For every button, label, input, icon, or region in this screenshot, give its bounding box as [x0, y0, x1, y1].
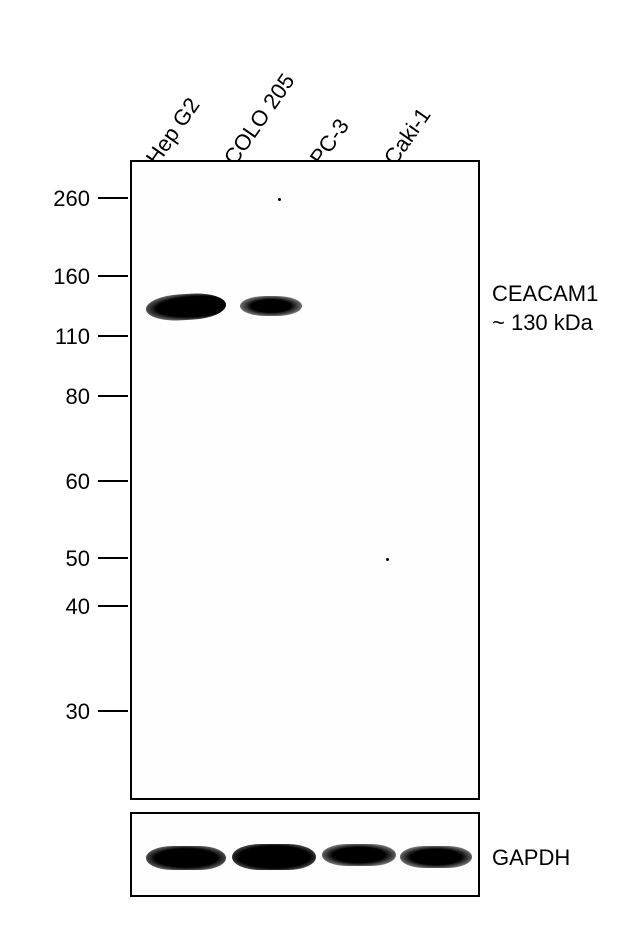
western-blot-figure: Hep G2 COLO 205 PC-3 Caki-1 260 160 110 …	[0, 0, 635, 946]
mw-marker-label: 110	[30, 324, 90, 350]
target-protein-label: CEACAM1 ~ 130 kDa	[492, 280, 598, 337]
mw-marker-label: 50	[30, 546, 90, 572]
gapdh-band	[322, 844, 396, 866]
mw-marker-tick	[98, 395, 128, 397]
gapdh-band	[400, 846, 472, 868]
mw-marker-tick	[98, 197, 128, 199]
mw-marker-tick	[98, 480, 128, 482]
speck	[278, 198, 281, 201]
lane-label: Hep G2	[141, 93, 206, 170]
loading-control-label: GAPDH	[492, 844, 570, 873]
lane-label: COLO 205	[219, 69, 301, 170]
mw-marker-label: 80	[30, 384, 90, 410]
gapdh-band	[232, 844, 316, 870]
mw-marker-tick	[98, 605, 128, 607]
mw-marker-label: 60	[30, 469, 90, 495]
speck	[386, 558, 389, 561]
mw-marker-tick	[98, 335, 128, 337]
mw-marker-label: 30	[30, 699, 90, 725]
mw-marker-label: 40	[30, 594, 90, 620]
mw-marker-label: 260	[30, 186, 90, 212]
target-name: CEACAM1	[492, 280, 598, 309]
mw-marker-tick	[98, 710, 128, 712]
target-band	[240, 296, 302, 316]
mw-marker-label: 160	[30, 264, 90, 290]
mw-marker-tick	[98, 275, 128, 277]
blot-main-membrane	[130, 160, 480, 800]
gapdh-band	[146, 846, 226, 870]
target-mw: ~ 130 kDa	[492, 309, 598, 338]
mw-marker-tick	[98, 557, 128, 559]
